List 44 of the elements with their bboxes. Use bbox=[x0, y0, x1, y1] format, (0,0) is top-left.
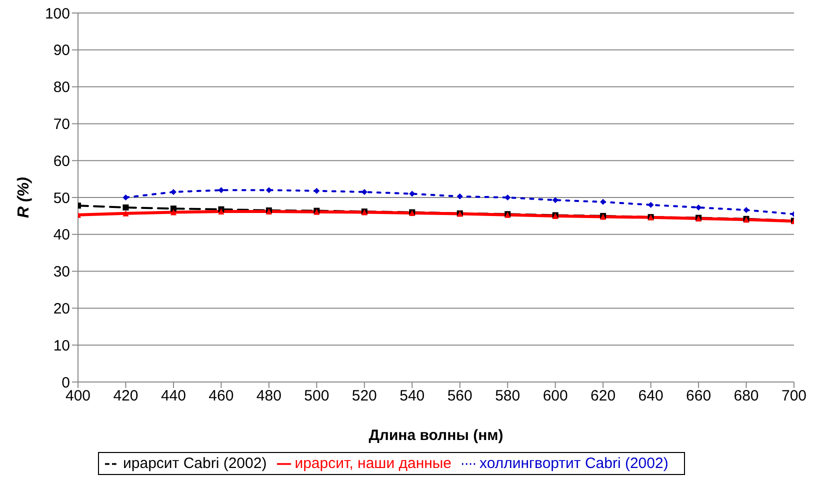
point bbox=[266, 187, 272, 194]
y-tick-label: 30 bbox=[53, 264, 70, 281]
y-tick-label: 20 bbox=[53, 300, 70, 318]
y-tick-label: 70 bbox=[53, 116, 70, 134]
point bbox=[170, 209, 176, 216]
y-axis-title: R (%) bbox=[16, 177, 33, 218]
point bbox=[218, 187, 224, 194]
point bbox=[314, 188, 320, 194]
point bbox=[122, 194, 129, 200]
point bbox=[218, 208, 224, 215]
y-tick-label: 90 bbox=[53, 42, 70, 60]
point bbox=[743, 207, 750, 214]
point bbox=[456, 193, 463, 200]
point bbox=[170, 206, 176, 212]
x-tick-label: 620 bbox=[590, 388, 616, 405]
x-tick-label: 440 bbox=[160, 388, 186, 405]
y-tick-label: 80 bbox=[53, 79, 70, 96]
x-tick-label: 500 bbox=[304, 388, 330, 405]
x-tick-label: 600 bbox=[542, 388, 568, 405]
point bbox=[552, 197, 558, 204]
y-tick-label: 100 bbox=[44, 5, 70, 22]
legend-label: холлингвортит Cabri (2002) bbox=[480, 455, 668, 472]
legend-label: ирарсит, наши данные bbox=[294, 455, 452, 472]
point bbox=[504, 194, 511, 200]
x-tick-label: 580 bbox=[495, 388, 520, 405]
x-tick-label: 560 bbox=[447, 388, 472, 405]
point bbox=[122, 210, 129, 216]
x-tick-label: 540 bbox=[400, 388, 425, 405]
y-tick-label: 40 bbox=[53, 226, 70, 244]
point bbox=[600, 198, 606, 205]
x-tick-label: 460 bbox=[208, 388, 234, 405]
y-tick-label: 60 bbox=[53, 152, 70, 170]
x-tick-label: 480 bbox=[256, 388, 282, 405]
y-tick-label: 50 bbox=[53, 190, 70, 207]
x-axis-title: Длина волны (нм) bbox=[368, 427, 504, 444]
x-tick-label: 420 bbox=[113, 388, 138, 405]
x-tick-label: 700 bbox=[781, 388, 807, 405]
legend-label: ирарсит Cabri (2002) bbox=[123, 455, 267, 472]
x-tick-label: 680 bbox=[734, 388, 759, 405]
x-tick-label: 520 bbox=[352, 388, 377, 405]
point bbox=[122, 204, 129, 210]
y-tick-label: 10 bbox=[53, 337, 70, 354]
x-tick-label: 660 bbox=[686, 388, 712, 405]
x-tick-label: 640 bbox=[638, 388, 664, 405]
